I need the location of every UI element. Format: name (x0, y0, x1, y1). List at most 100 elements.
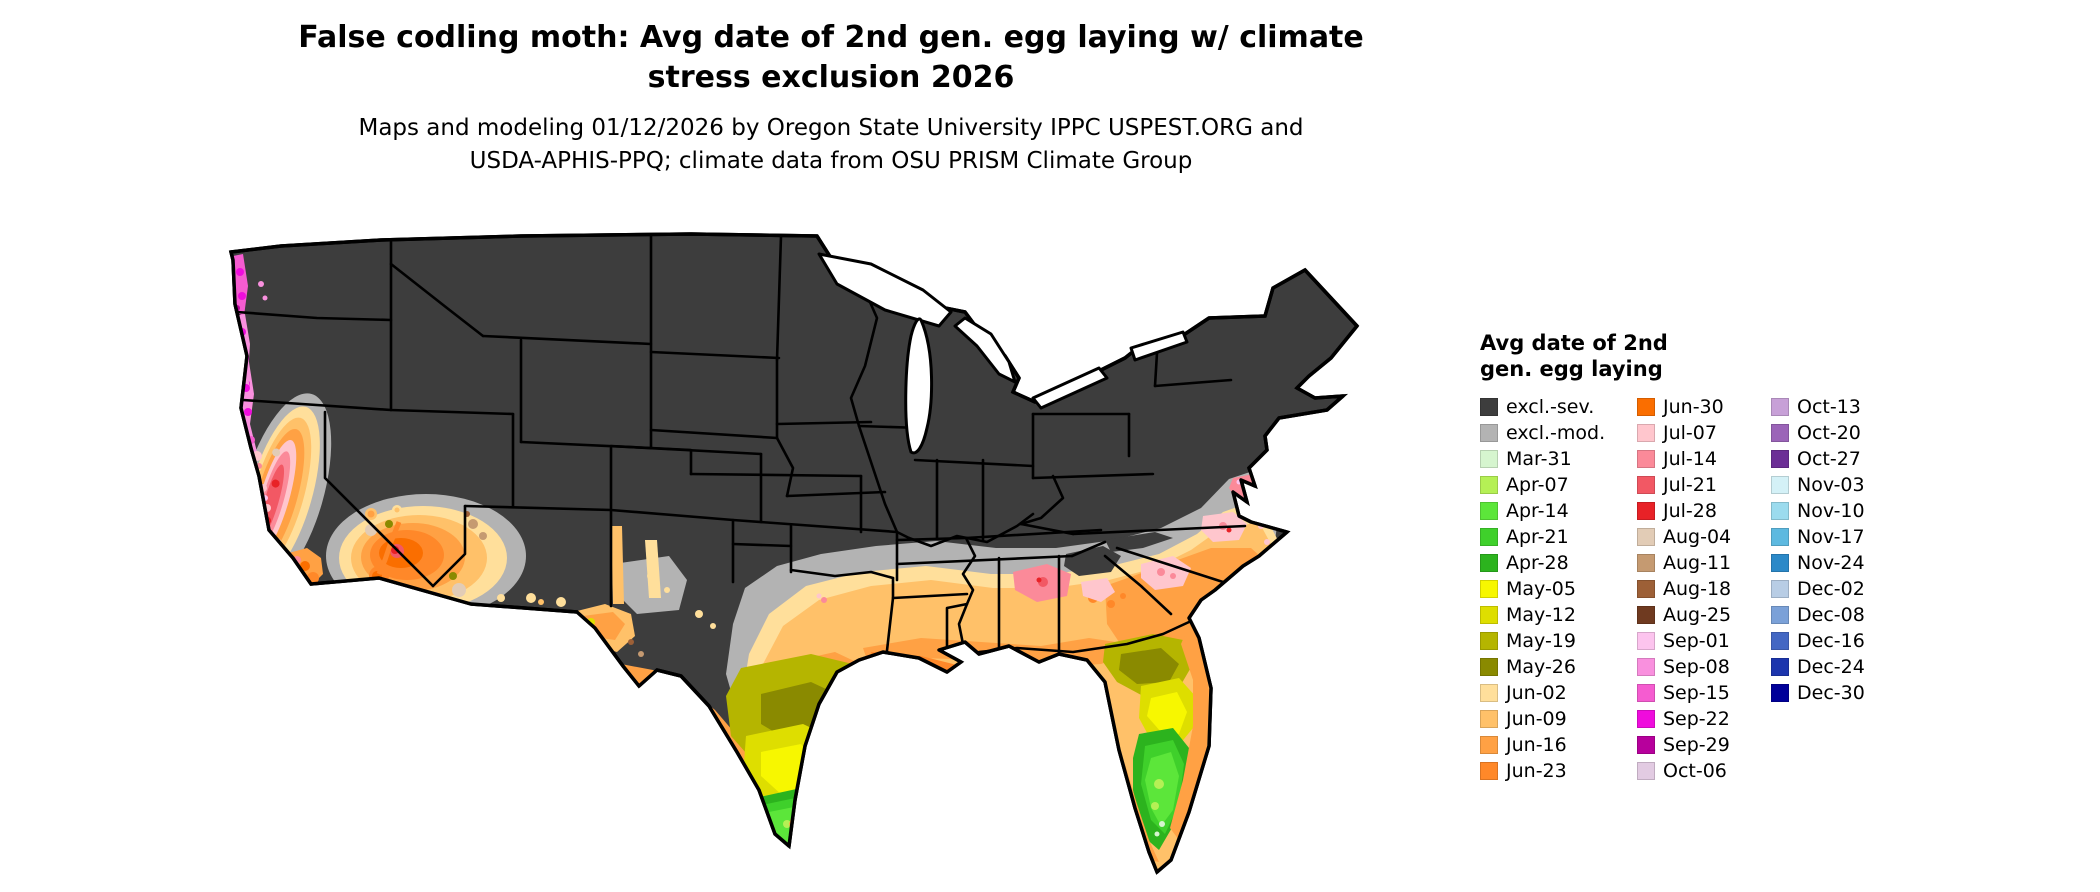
legend: Avg date of 2nd gen. egg laying excl.-se… (1480, 330, 1865, 784)
great-lakes (817, 252, 1189, 455)
legend-swatch (1637, 684, 1655, 702)
legend-label: Dec-08 (1797, 604, 1865, 626)
legend-label: Sep-22 (1663, 708, 1730, 730)
legend-swatch (1771, 658, 1789, 676)
us-map (228, 232, 1360, 875)
legend-item: excl.-mod. (1480, 420, 1637, 446)
legend-item: Dec-08 (1771, 602, 1865, 628)
legend-swatch (1637, 762, 1655, 780)
legend-label: Dec-24 (1797, 656, 1865, 678)
legend-swatch (1771, 528, 1789, 546)
legend-swatch (1637, 528, 1655, 546)
legend-item: May-05 (1480, 576, 1637, 602)
legend-swatch (1771, 450, 1789, 468)
legend-swatch (1480, 554, 1498, 572)
legend-label: Nov-03 (1797, 474, 1865, 496)
legend-item: Oct-13 (1771, 394, 1865, 420)
legend-label: Apr-28 (1506, 552, 1569, 574)
legend-label: excl.-sev. (1506, 396, 1595, 418)
legend-swatch (1637, 710, 1655, 728)
legend-swatch (1480, 736, 1498, 754)
lake-ontario (1129, 330, 1189, 362)
legend-swatch (1771, 632, 1789, 650)
legend-item: Dec-02 (1771, 576, 1865, 602)
legend-swatch (1480, 476, 1498, 494)
legend-item: Nov-10 (1771, 498, 1865, 524)
legend-label: Nov-24 (1797, 552, 1865, 574)
legend-swatch (1480, 424, 1498, 442)
legend-title-line2: gen. egg laying (1480, 357, 1663, 381)
legend-label: Apr-14 (1506, 500, 1569, 522)
legend-label: Nov-10 (1797, 500, 1865, 522)
legend-item: Dec-30 (1771, 680, 1865, 706)
legend-item: Sep-15 (1637, 680, 1771, 706)
legend-label: Sep-29 (1663, 734, 1730, 756)
legend-column: excl.-sev. excl.-mod. Mar-31 Apr-07 Apr-14 Ap… (1480, 394, 1637, 784)
page-title-line2: stress exclusion 2026 (647, 60, 1015, 95)
lake-huron (953, 316, 1017, 384)
legend-label: Oct-27 (1797, 448, 1861, 470)
lake-superior (817, 252, 953, 328)
legend-item: Apr-14 (1480, 498, 1637, 524)
page-subtitle-line2: USDA-APHIS-PPQ; climate data from OSU PR… (469, 148, 1193, 174)
legend-item: Aug-11 (1637, 550, 1771, 576)
legend-label: Mar-31 (1506, 448, 1572, 470)
legend-label: Oct-20 (1797, 422, 1861, 444)
legend-label: Jul-21 (1663, 474, 1717, 496)
legend-item: Jul-28 (1637, 498, 1771, 524)
legend-swatch (1637, 580, 1655, 598)
legend-swatch (1480, 710, 1498, 728)
legend-swatch (1637, 554, 1655, 572)
page-title-line1: False codling moth: Avg date of 2nd gen.… (298, 20, 1364, 55)
legend-label: May-26 (1506, 656, 1576, 678)
legend-swatch (1637, 502, 1655, 520)
legend-item: Jul-07 (1637, 420, 1771, 446)
legend-label: Apr-07 (1506, 474, 1569, 496)
legend-swatch (1771, 580, 1789, 598)
legend-item: Sep-08 (1637, 654, 1771, 680)
legend-swatch (1480, 580, 1498, 598)
legend-item: May-26 (1480, 654, 1637, 680)
legend-item: Dec-16 (1771, 628, 1865, 654)
legend-swatch (1637, 632, 1655, 650)
legend-item: Oct-27 (1771, 446, 1865, 472)
legend-swatch (1480, 398, 1498, 416)
legend-item: Mar-31 (1480, 446, 1637, 472)
legend-item: Sep-01 (1637, 628, 1771, 654)
legend-item: Nov-03 (1771, 472, 1865, 498)
legend-item: Apr-21 (1480, 524, 1637, 550)
legend-swatch (1480, 450, 1498, 468)
legend-swatch (1480, 528, 1498, 546)
legend-item: May-12 (1480, 602, 1637, 628)
legend-item: Sep-22 (1637, 706, 1771, 732)
legend-item: Apr-28 (1480, 550, 1637, 576)
legend-label: Dec-16 (1797, 630, 1865, 652)
title-block: False codling moth: Avg date of 2nd gen.… (0, 18, 1662, 178)
legend-label: Jun-30 (1663, 396, 1724, 418)
legend-swatch (1637, 476, 1655, 494)
legend-item: Aug-04 (1637, 524, 1771, 550)
legend-title-line1: Avg date of 2nd (1480, 331, 1668, 355)
legend-columns: excl.-sev. excl.-mod. Mar-31 Apr-07 Apr-14 Ap… (1480, 394, 1865, 784)
legend-swatch (1637, 658, 1655, 676)
legend-item: Jun-23 (1480, 758, 1637, 784)
legend-item: Jul-21 (1637, 472, 1771, 498)
legend-swatch (1771, 554, 1789, 572)
legend-column: Jun-30 Jul-07 Jul-14 Jul-21 Jul-28 Aug-04 Aug-… (1637, 394, 1771, 784)
legend-item: Oct-06 (1637, 758, 1771, 784)
legend-label: Jul-14 (1663, 448, 1717, 470)
map-area (221, 224, 1421, 884)
legend-label: Jun-16 (1506, 734, 1567, 756)
legend-item: Jul-14 (1637, 446, 1771, 472)
legend-label: Nov-17 (1797, 526, 1865, 548)
legend-item: May-19 (1480, 628, 1637, 654)
legend-title: Avg date of 2nd gen. egg laying (1480, 330, 1865, 382)
page-subtitle: Maps and modeling 01/12/2026 by Oregon S… (0, 112, 1662, 178)
legend-swatch (1771, 606, 1789, 624)
legend-label: Oct-06 (1663, 760, 1727, 782)
legend-swatch (1637, 736, 1655, 754)
legend-swatch (1480, 632, 1498, 650)
legend-label: Jun-23 (1506, 760, 1567, 782)
legend-label: Aug-18 (1663, 578, 1732, 600)
